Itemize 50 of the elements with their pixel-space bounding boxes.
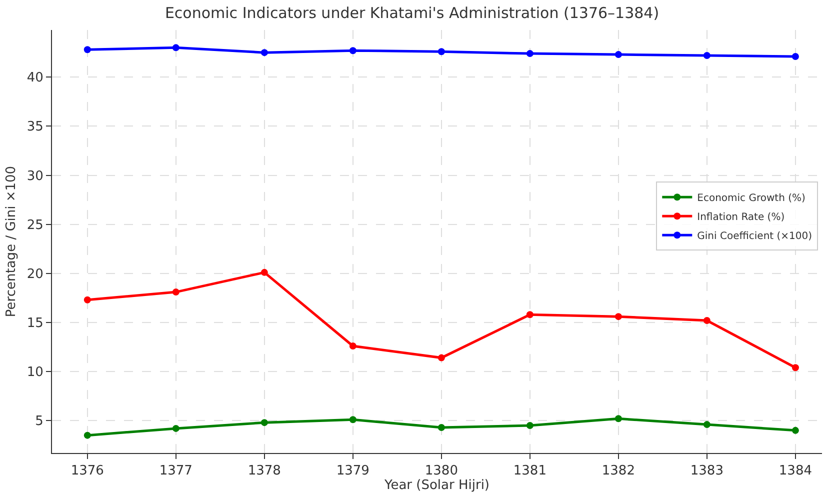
y-tick-label: 5 (35, 414, 44, 430)
point (349, 342, 356, 350)
point (703, 52, 710, 60)
point (260, 268, 268, 276)
point (172, 44, 180, 52)
y-tick-label: 30 (26, 168, 44, 184)
x-axis-title: Year (Solar Hijri) (383, 478, 490, 493)
point (438, 424, 445, 431)
point (703, 317, 710, 324)
y-tick-label: 25 (26, 218, 44, 233)
point (526, 422, 534, 430)
x-tick-label: 1384 (778, 464, 812, 479)
x-tick-label: 1382 (602, 464, 635, 479)
y-tick-label: 10 (26, 365, 44, 380)
legend-label: Gini Coefficient (×100) (697, 231, 812, 242)
point (792, 53, 799, 60)
point (792, 364, 799, 372)
point (349, 416, 356, 424)
y-tick-label: 35 (26, 120, 44, 135)
legend-label: Economic Growth (%) (697, 193, 806, 204)
point (349, 47, 356, 54)
point (438, 48, 445, 56)
y-tick-label: 15 (26, 316, 44, 332)
point (84, 46, 91, 54)
y-tick-label: 40 (26, 70, 44, 86)
point (526, 50, 534, 58)
chart-title: Economic Indicators under Khatami's Administration (1376–1384) (164, 4, 660, 22)
point (703, 421, 710, 428)
point (260, 419, 268, 426)
point (172, 424, 180, 432)
point (792, 426, 799, 434)
y-tick-label: 20 (26, 266, 44, 282)
x-tick-label: 1377 (159, 464, 192, 479)
point (84, 296, 91, 304)
legend-label: Inflation Rate (%) (697, 212, 785, 224)
x-tick-label: 1379 (336, 464, 370, 479)
point (172, 288, 180, 296)
x-tick-label: 1380 (424, 464, 458, 479)
y-axis-title: Percentage / Gini ×100 (4, 166, 19, 318)
x-tick-label: 1376 (70, 464, 104, 479)
point (526, 311, 534, 318)
point (84, 432, 91, 439)
point (260, 49, 268, 56)
x-tick-label: 1381 (513, 464, 546, 479)
x-tick-label: 1383 (690, 464, 724, 479)
x-tick-label: 1378 (248, 464, 281, 479)
point (614, 415, 622, 422)
point (614, 313, 622, 320)
point (438, 354, 445, 362)
point (614, 51, 622, 58)
